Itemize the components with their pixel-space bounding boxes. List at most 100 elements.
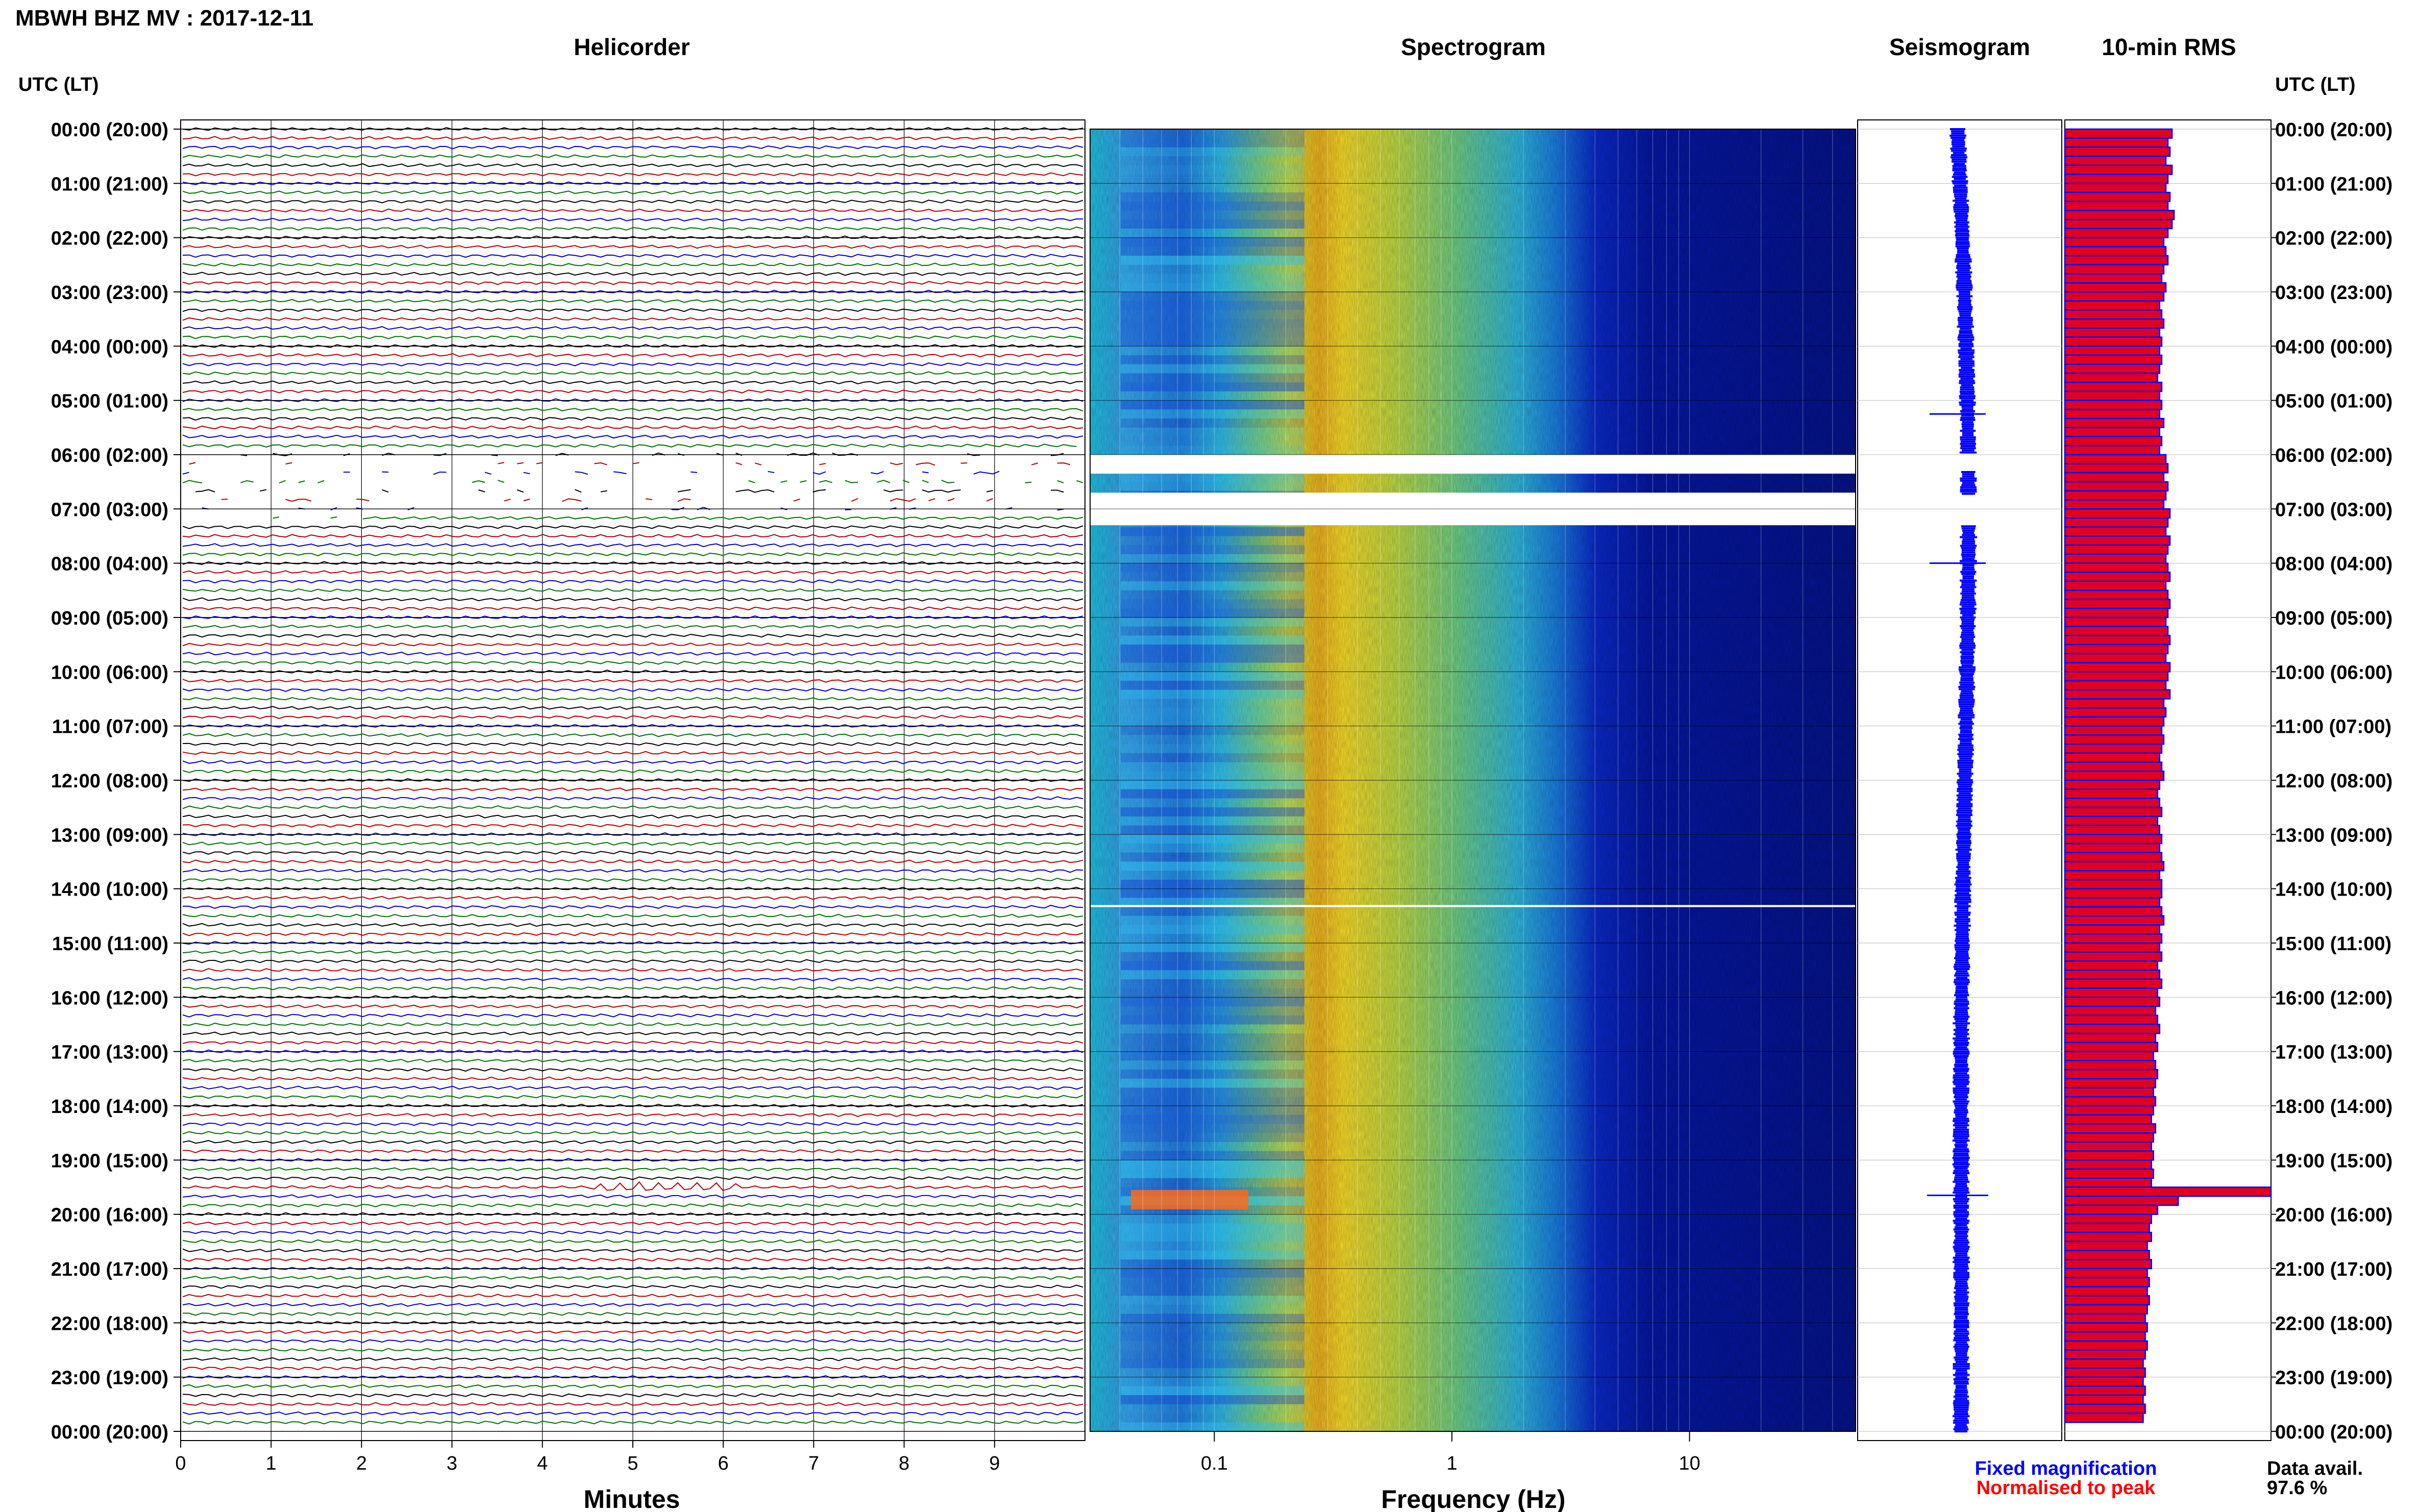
rms-bar	[2064, 951, 2163, 962]
rms-bar	[2064, 1123, 2157, 1134]
helicorder-trace	[182, 697, 1083, 701]
spectrogram-band	[1121, 1024, 1304, 1034]
rms-bar	[2064, 1105, 2154, 1116]
rms-bar	[2064, 906, 2163, 917]
utc-tick-label-right: 00:00 (20:00)	[2275, 1422, 2392, 1443]
helicorder-trace	[182, 1040, 1083, 1045]
spectrogram-band	[1121, 409, 1304, 419]
helicorder-trace	[182, 208, 1083, 213]
rms-bar	[2064, 1322, 2148, 1333]
helicorder-trace	[182, 561, 1083, 565]
spectrogram-band	[1121, 699, 1304, 708]
helicorder-trace	[182, 1366, 1083, 1371]
helicorder-trace	[182, 254, 1083, 258]
utc-tick-label-left: 00:00 (20:00)	[51, 1422, 168, 1443]
spectrogram-band	[1121, 445, 1304, 455]
spectrogram-band	[1121, 228, 1304, 238]
utc-tick-label-left: 23:00 (19:00)	[51, 1368, 168, 1389]
rms-bar	[2064, 128, 2173, 139]
helicorder-trace	[182, 1181, 1083, 1191]
rms-bar	[2064, 1060, 2157, 1071]
rms-bar	[2064, 544, 2169, 555]
utc-tick-label-left: 09:00 (05:00)	[51, 608, 168, 629]
spectrogram-band	[1121, 156, 1304, 165]
helicorder-trace	[182, 362, 1083, 366]
rms-bar	[2064, 698, 2165, 709]
rms-bar	[2064, 888, 2163, 899]
rms-bar	[2064, 635, 2171, 646]
spectrogram-band	[1121, 183, 1304, 193]
helicorder-trace	[182, 642, 1083, 647]
rms-bar	[2064, 671, 2169, 682]
spectrogram-band	[1121, 536, 1304, 546]
rms-bar	[2064, 291, 2165, 302]
minute-tick-label: 7	[808, 1453, 819, 1474]
spectrogram-band	[1121, 1413, 1304, 1423]
spectrogram-band	[1121, 373, 1304, 383]
utc-tick-label-right: 03:00 (23:00)	[2275, 282, 2392, 304]
rms-bar	[2064, 1204, 2159, 1215]
rms-bar	[2064, 1024, 2161, 1034]
utc-tick-label-right: 02:00 (22:00)	[2275, 228, 2392, 250]
rms-bar	[2064, 815, 2159, 826]
minute-tick-label: 2	[356, 1453, 367, 1474]
helicorder-trace	[182, 534, 1083, 538]
helicorder-trace	[182, 1348, 1083, 1352]
helicorder-trace	[182, 1203, 1083, 1207]
rms-bar	[2064, 1177, 2152, 1188]
spectrogram-band	[1121, 563, 1304, 573]
x-axis-ticks: 0 1 2 3 4 5 6 7 8 9 0.1 1 10	[175, 1431, 1700, 1474]
rms-bar	[2064, 210, 2175, 220]
right-axis-label: UTC (LT)	[2275, 74, 2356, 95]
helicorder-trace	[182, 1357, 1083, 1361]
spectrogram-band	[1121, 1160, 1304, 1170]
helicorder-trace	[182, 335, 1083, 339]
minute-tick-label: 8	[899, 1453, 909, 1474]
spectrogram-band	[1121, 1151, 1304, 1160]
helicorder-trace	[182, 480, 1083, 484]
utc-tick-label-left: 08:00 (04:00)	[51, 554, 168, 575]
utc-tick-label-left: 01:00 (21:00)	[51, 173, 168, 195]
spectrogram-band	[1121, 246, 1304, 256]
rms-bar	[2064, 626, 2169, 636]
spectrogram-band	[1121, 943, 1304, 952]
spectrogram-band	[1121, 174, 1304, 184]
rms-bar	[2064, 155, 2167, 166]
seismogram-trace	[1949, 128, 1978, 1432]
spectrogram-band	[1121, 662, 1304, 672]
helicorder-trace	[182, 271, 1083, 276]
spectrogram-band	[1121, 1006, 1304, 1015]
rms-bar	[2064, 806, 2163, 817]
rms-bar	[2064, 1132, 2154, 1143]
utc-tick-label-right: 01:00 (21:00)	[2275, 173, 2392, 195]
rms-bar	[2064, 761, 2163, 772]
rms-bar	[2064, 734, 2165, 745]
spectrogram-band	[1121, 527, 1304, 536]
spectrogram-band	[1121, 1070, 1304, 1079]
helicorder-title: Helicorder	[574, 34, 690, 60]
rms-bar	[2064, 779, 2161, 790]
spectrogram-band	[1121, 545, 1304, 554]
helicorder-trace	[182, 416, 1083, 421]
rms-bar	[2064, 1286, 2148, 1297]
rms-bar	[2064, 933, 2163, 944]
spectrogram-band	[1121, 753, 1304, 762]
helicorder-trace	[182, 588, 1083, 592]
rms-bar	[2064, 1168, 2154, 1179]
rms-bar	[2064, 445, 2161, 456]
utc-tick-label-right: 08:00 (04:00)	[2275, 554, 2392, 575]
helicorder-trace	[182, 1058, 1083, 1063]
spectrogram-band	[1121, 256, 1304, 265]
rms-bar	[2064, 1403, 2146, 1414]
rms-bar	[2064, 825, 2161, 835]
spectrogram-band	[1121, 789, 1304, 799]
spectrogram-band	[1121, 1133, 1304, 1142]
helicorder-trace	[182, 733, 1083, 737]
helicorder-trace	[182, 235, 1083, 240]
rms-bar	[2064, 1159, 2152, 1170]
rms-bar	[2064, 1340, 2148, 1351]
utc-tick-label-left: 12:00 (08:00)	[51, 771, 168, 792]
spectrogram-band	[1121, 482, 1304, 491]
spectrogram-band	[1121, 879, 1304, 889]
spectrogram-band	[1121, 292, 1304, 301]
